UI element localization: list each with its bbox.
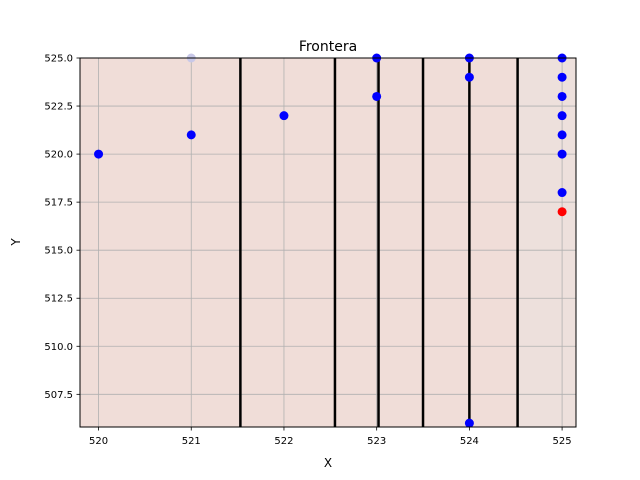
y-axis-ticks: 507.5 510.0 512.5 515.0 517.5 520.0 522.5 525.0 — [44, 54, 80, 401]
x-tick-label-5: 525 — [553, 436, 572, 447]
data-point-0-7 — [464, 418, 474, 428]
boundary-lines — [239, 58, 519, 427]
x-axis-label: X — [324, 456, 332, 470]
y-tick-label-1: 510.0 — [44, 342, 73, 353]
x-tick-label-0: 520 — [89, 436, 108, 447]
data-point-0-0 — [94, 149, 104, 159]
data-point-1-0 — [557, 207, 567, 217]
x-tick-label-1: 521 — [182, 436, 201, 447]
data-point-0-12 — [557, 130, 567, 140]
chart-title: Frontera — [299, 39, 357, 55]
background-regions — [80, 58, 576, 427]
y-tick-label-5: 520.0 — [44, 150, 73, 161]
data-point-0-9 — [557, 72, 567, 82]
background-region-0 — [80, 58, 518, 427]
y-tick-label-3: 515.0 — [44, 246, 73, 257]
data-point-0-6 — [464, 72, 474, 82]
x-tick-label-2: 522 — [274, 436, 293, 447]
y-tick-label-6: 522.5 — [44, 102, 73, 113]
data-point-0-1 — [186, 130, 196, 140]
data-point-0-11 — [557, 111, 567, 121]
data-point-0-4 — [372, 91, 382, 101]
data-point-0-13 — [557, 149, 567, 159]
background-region-1 — [517, 58, 576, 427]
y-tick-label-7: 525.0 — [44, 54, 73, 65]
data-point-0-10 — [557, 91, 567, 101]
y-tick-label-2: 512.5 — [44, 294, 73, 305]
data-point-0-14 — [557, 188, 567, 198]
x-tick-label-4: 524 — [460, 436, 479, 447]
plot-frame — [79, 57, 577, 428]
x-tick-label-3: 523 — [367, 436, 386, 447]
y-axis-label: Y — [9, 238, 23, 247]
y-tick-label-0: 507.5 — [44, 390, 73, 401]
data-point-0-2 — [279, 111, 289, 121]
x-axis-ticks: 520 521 522 523 524 525 — [89, 427, 572, 447]
y-tick-label-4: 517.5 — [44, 198, 73, 209]
